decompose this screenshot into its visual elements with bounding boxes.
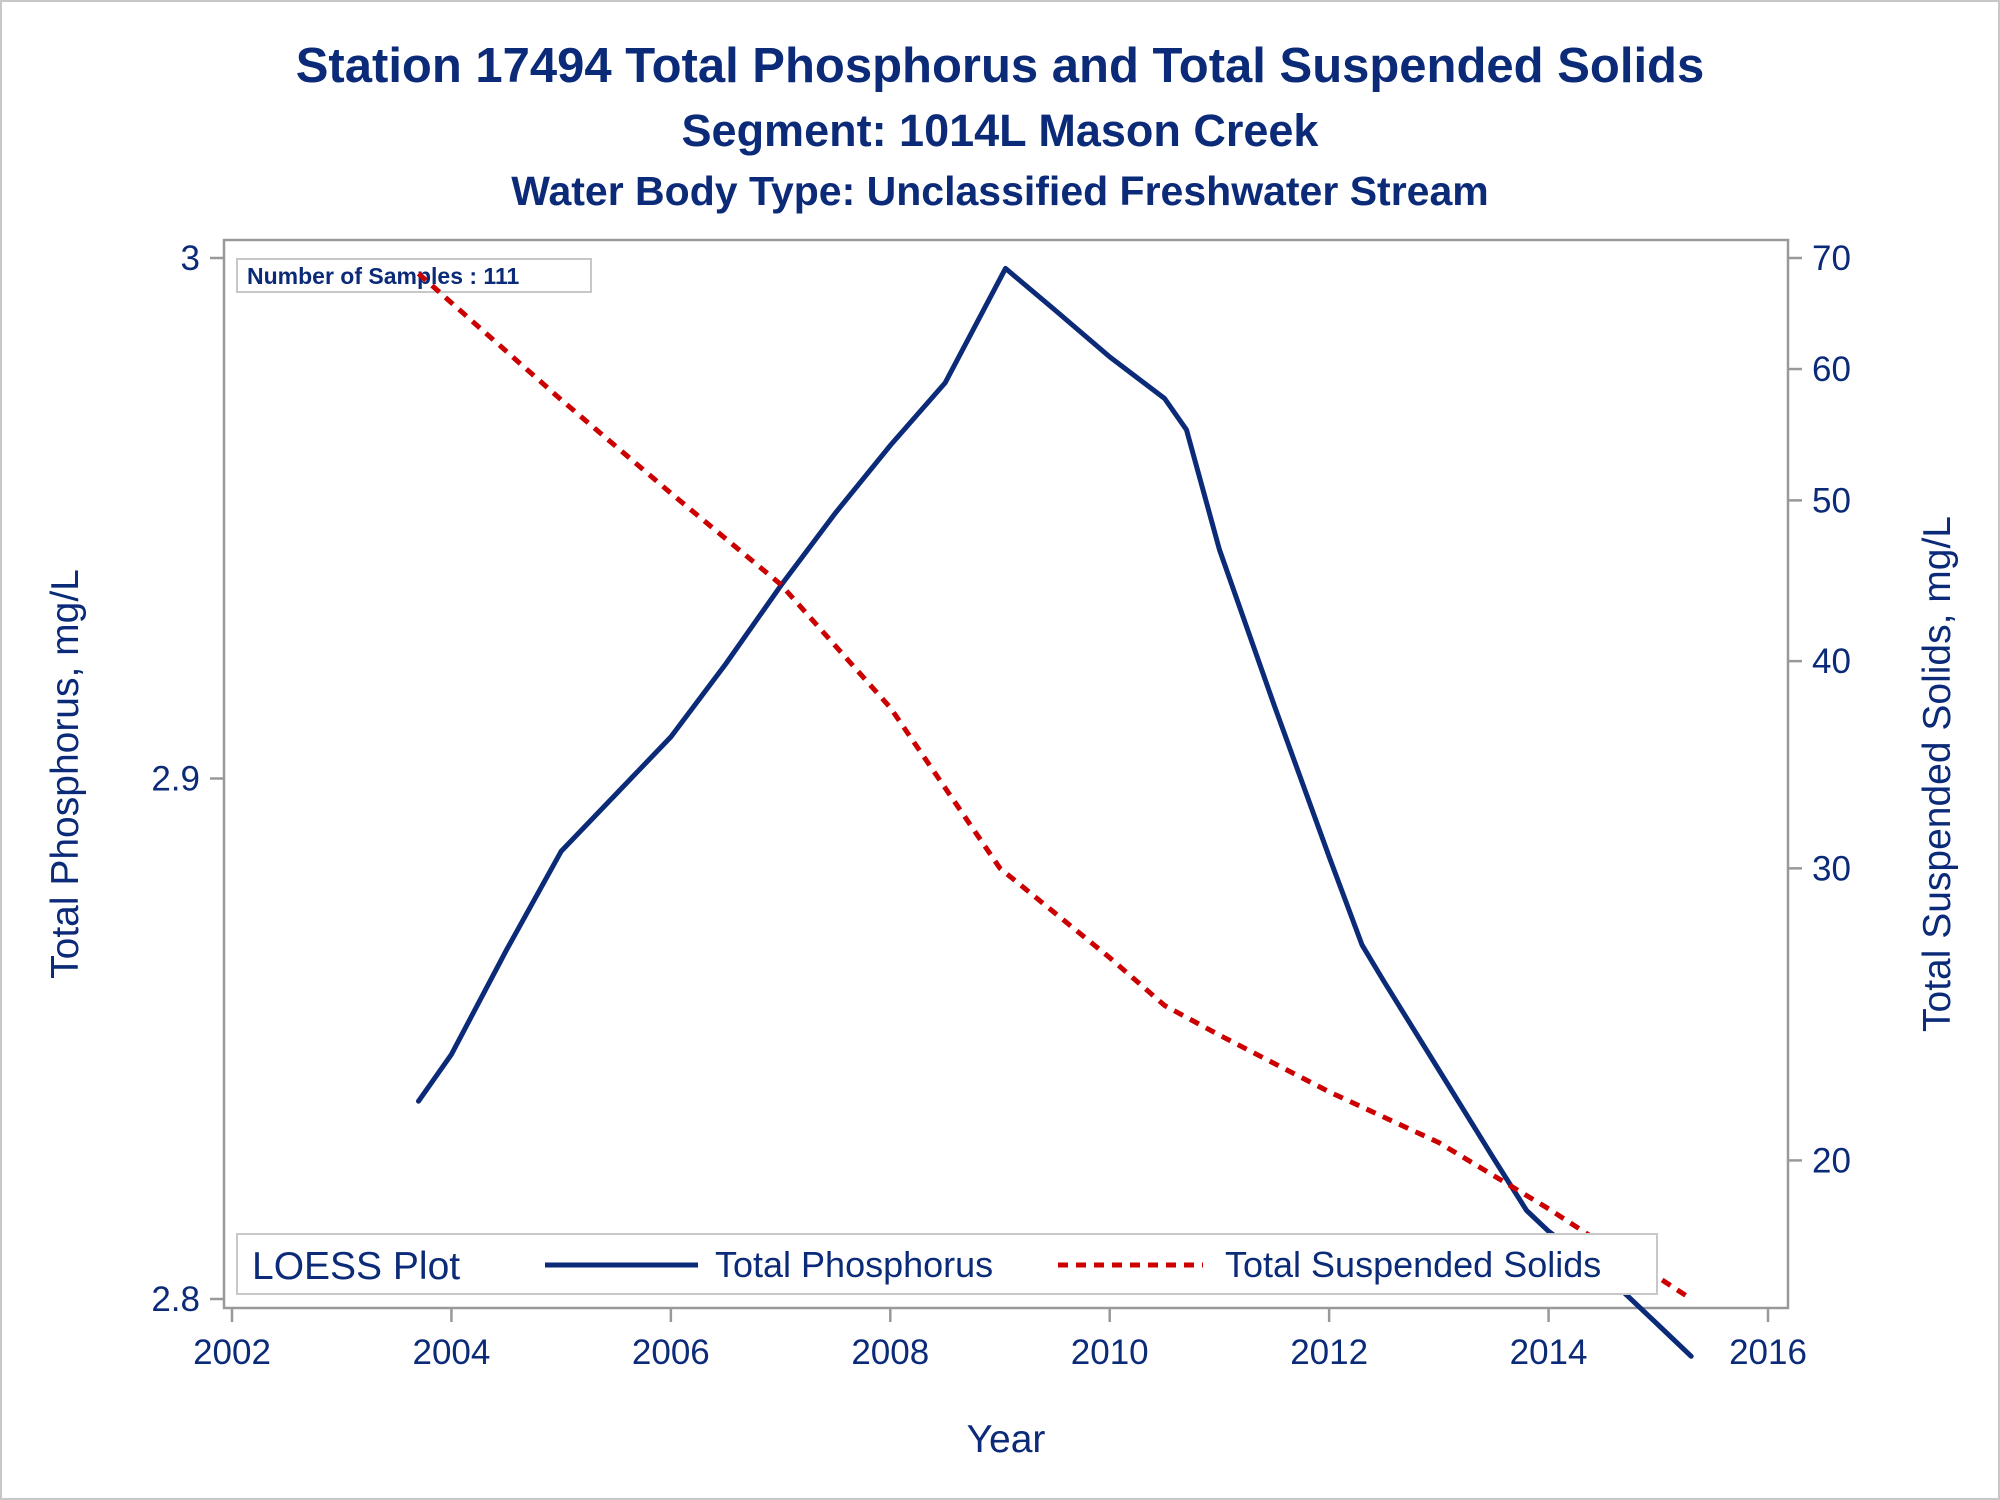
- y2-tick-label: 40: [1812, 642, 1851, 681]
- legend-border: [236, 1233, 1658, 1295]
- plot-area-border: [222, 238, 1790, 1310]
- legend-label-total-phosphorus: Total Phosphorus: [715, 1244, 993, 1285]
- legend: LOESS Plot Total Phosphorus Total Suspen…: [236, 1233, 1658, 1295]
- x-tick-label: 2002: [193, 1333, 271, 1372]
- y2-tick-label: 30: [1812, 849, 1851, 888]
- y2-tick-label: 50: [1812, 481, 1851, 520]
- chart-subtitle: Segment: 1014L Mason Creek: [681, 105, 1319, 156]
- legend-title: LOESS Plot: [252, 1245, 460, 1288]
- x-tick-label: 2006: [632, 1333, 710, 1372]
- y-axis-title-right: Total Suspended Solids, mg/L: [1916, 516, 1959, 1032]
- y2-tick-label: 20: [1812, 1141, 1851, 1180]
- y-axis-title-left: Total Phosphorus, mg/L: [44, 569, 87, 979]
- axes-layer: 2002 2004 2006 2008 2010 2012 2014 2016 2.8 2.9 3 2…: [151, 239, 1851, 1372]
- y2-tick-label: 70: [1812, 239, 1851, 278]
- series-layer: [416, 265, 1694, 1359]
- chart-title: Station 17494 Total Phosphorus and Total…: [295, 39, 1705, 93]
- series-line-total-suspended-solids: [416, 271, 1693, 1302]
- x-axis-title: Year: [967, 1418, 1046, 1461]
- x-tick-label: 2004: [412, 1333, 490, 1372]
- y-tick-label: 3: [181, 239, 200, 278]
- x-tick-label: 2008: [851, 1333, 929, 1372]
- inset-border: [236, 258, 592, 293]
- x-tick-label: 2010: [1071, 1333, 1149, 1372]
- series-line-total-phosphorus: [416, 265, 1694, 1359]
- sample-count-label: Number of Samples : 111: [247, 263, 519, 289]
- x-tick-label: 2014: [1510, 1333, 1588, 1372]
- x-tick-label: 2016: [1729, 1333, 1807, 1372]
- y2-tick-label: 60: [1812, 350, 1851, 389]
- y-tick-label: 2.8: [151, 1280, 200, 1319]
- x-tick-label: 2012: [1290, 1333, 1368, 1372]
- chart-subtitle-2: Water Body Type: Unclassified Freshwater…: [511, 168, 1489, 214]
- inset-box: Number of Samples : 111: [236, 258, 592, 293]
- y-tick-label: 2.9: [151, 760, 200, 799]
- legend-label-total-suspended-solids: Total Suspended Solids: [1225, 1244, 1601, 1285]
